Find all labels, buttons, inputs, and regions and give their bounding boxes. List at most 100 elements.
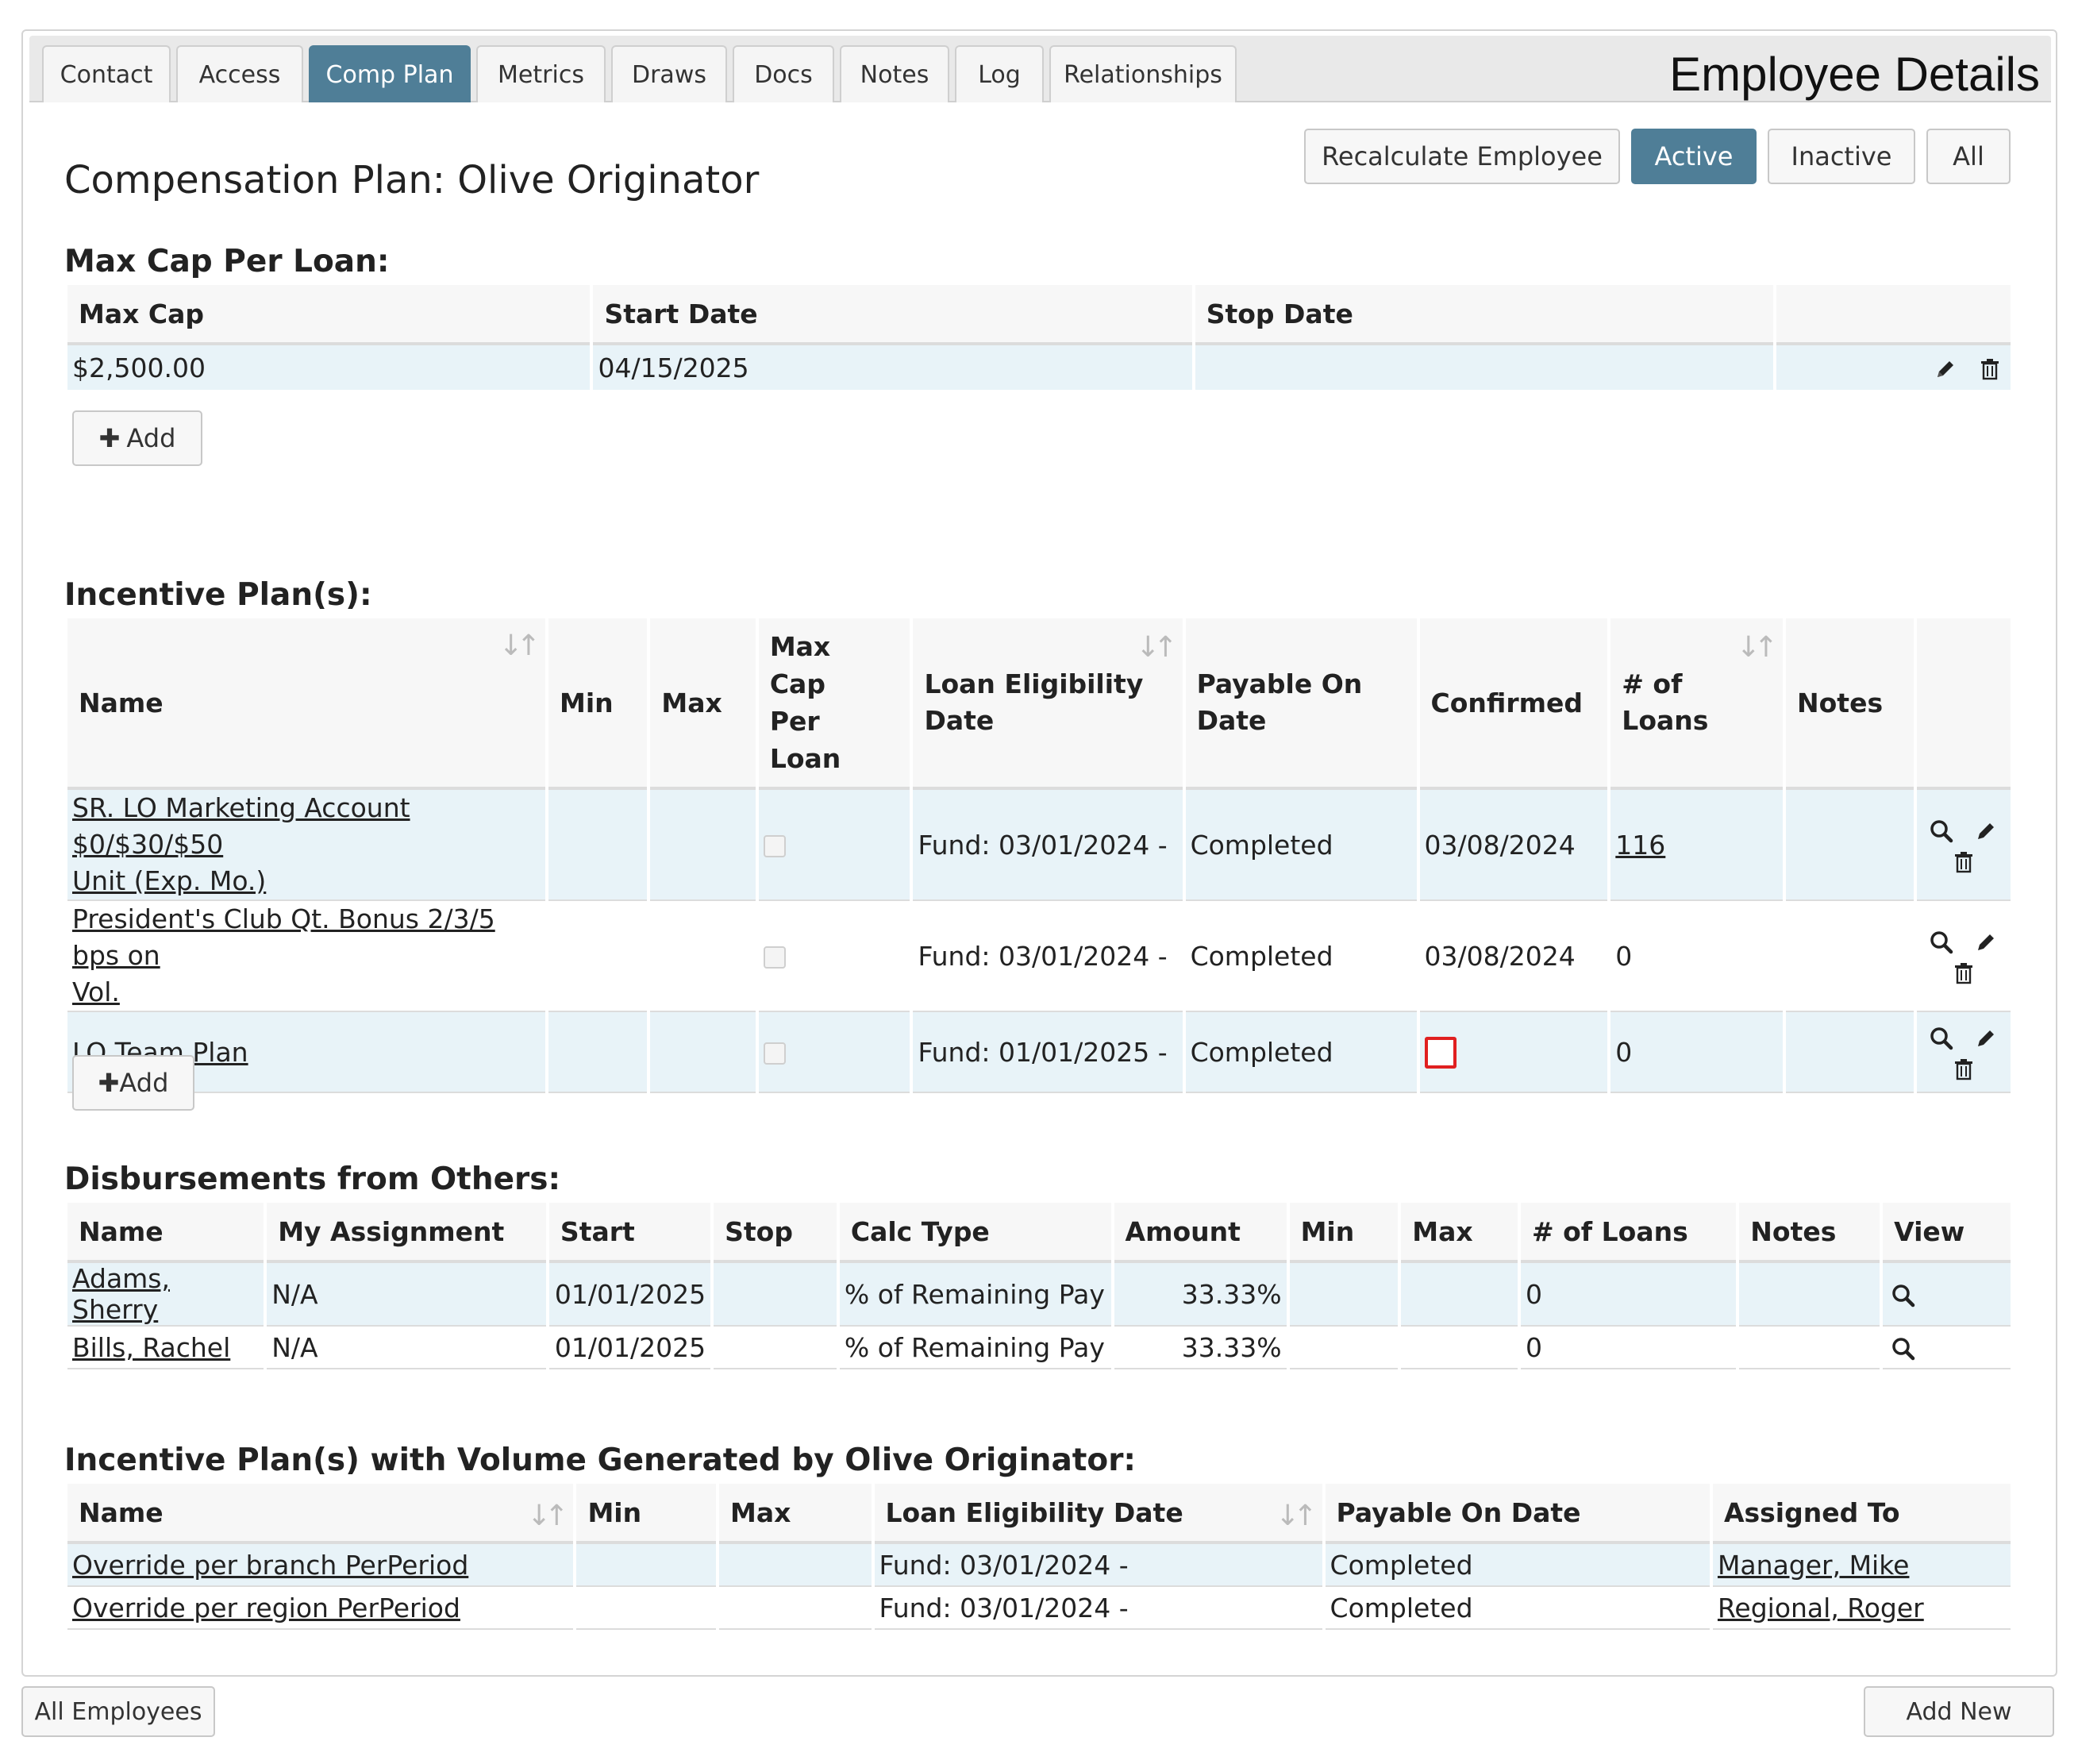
- filter-all-button[interactable]: All: [1926, 129, 2011, 184]
- max-cap-checkbox[interactable]: [763, 1042, 786, 1065]
- sort-icon[interactable]: ↓↑: [1736, 631, 1778, 664]
- plan-name-link[interactable]: President's Club Qt. Bonus 2/3/5 bps on V…: [72, 903, 495, 1007]
- magnifier-icon[interactable]: [1891, 1336, 1916, 1362]
- min-cell: [548, 901, 648, 1012]
- col-notes: Notes: [1786, 618, 1914, 790]
- add-max-cap-button[interactable]: ✚ Add: [72, 410, 202, 466]
- col-num-loans: # of Loans ↓↑: [1610, 618, 1784, 790]
- filter-active-button[interactable]: Active: [1631, 129, 1757, 184]
- max-cap-checkbox[interactable]: [763, 946, 786, 969]
- pencil-icon[interactable]: [1973, 930, 1999, 955]
- plan-name-link[interactable]: SR. LO Marketing Account $0/$30/$50 Unit …: [72, 792, 410, 896]
- volume-table: Name ↓↑ Min Max Loan Eligibility Date ↓↑…: [64, 1484, 2014, 1630]
- col-loan-eligibility-date: Loan Eligibility Date ↓↑: [913, 618, 1183, 790]
- stop-cell: [714, 1263, 837, 1327]
- min-cell: [576, 1587, 716, 1630]
- name-cell: Override per region PerPeriod: [67, 1587, 574, 1630]
- tab-access[interactable]: Access: [176, 45, 303, 102]
- magnifier-icon[interactable]: [1929, 1026, 1954, 1051]
- add-new-button[interactable]: Add New: [1864, 1686, 2054, 1737]
- pencil-icon[interactable]: [1973, 818, 1999, 844]
- tab-comp-plan[interactable]: Comp Plan: [309, 45, 471, 102]
- col-min: Min: [576, 1484, 716, 1544]
- add-label: Add: [126, 423, 176, 453]
- tab-relationships[interactable]: Relationships: [1049, 45, 1237, 102]
- loan-eligibility-cell: Fund: 03/01/2024 -: [913, 790, 1183, 901]
- col-assigned-to: Assigned To: [1712, 1484, 2011, 1544]
- table-row: SR. LO Marketing Account $0/$30/$50 Unit …: [67, 790, 2011, 901]
- num-loans-cell: 0: [1520, 1263, 1737, 1327]
- confirmed-cell: [1419, 1012, 1608, 1093]
- trash-icon[interactable]: [1977, 356, 2003, 382]
- trash-icon[interactable]: [1951, 1057, 1976, 1082]
- magnifier-icon[interactable]: [1929, 818, 1954, 844]
- col-min: Min: [1289, 1203, 1399, 1263]
- max-cell: [650, 1012, 756, 1093]
- col-stop: Stop: [714, 1203, 837, 1263]
- add-incentive-plan-button[interactable]: ✚ Add: [72, 1055, 194, 1111]
- tab-log[interactable]: Log: [955, 45, 1044, 102]
- confirmed-cell: 03/08/2024: [1419, 790, 1608, 901]
- col-max-cap: Max Cap: [67, 285, 591, 345]
- plan-name-link[interactable]: Override per branch PerPeriod: [72, 1549, 469, 1581]
- employee-link[interactable]: Adams, Sherry: [72, 1263, 170, 1325]
- notes-cell: [1786, 901, 1914, 1012]
- payable-on-cell: Completed: [1185, 790, 1417, 901]
- disbursements-table: Name My Assignment Start Stop Calc Type …: [64, 1203, 2014, 1369]
- max-cell: [650, 790, 756, 901]
- magnifier-icon[interactable]: [1929, 930, 1954, 955]
- sort-icon[interactable]: ↓↑: [527, 1500, 568, 1532]
- sort-icon[interactable]: ↓↑: [498, 630, 541, 662]
- plan-name-cell: President's Club Qt. Bonus 2/3/5 bps on V…: [67, 901, 545, 1012]
- num-loans-cell: 0: [1610, 1012, 1784, 1093]
- col-confirmed: Confirmed: [1419, 618, 1608, 790]
- max-cell: [1401, 1263, 1518, 1327]
- col-payable-on-date: Payable On Date: [1325, 1484, 1710, 1544]
- col-loan-eligibility-date: Loan Eligibility Date ↓↑: [874, 1484, 1322, 1544]
- num-loans-cell: 0: [1520, 1327, 1737, 1369]
- trash-icon[interactable]: [1951, 961, 1976, 986]
- min-cell: [1289, 1327, 1399, 1369]
- col-max: Max: [1401, 1203, 1518, 1263]
- table-row: Bills, Rachel N/A 01/01/2025 % of Remain…: [67, 1327, 2011, 1369]
- tab-notes[interactable]: Notes: [840, 45, 949, 102]
- tab-contact[interactable]: Contact: [42, 45, 171, 102]
- assigned-to-link[interactable]: Manager, Mike: [1717, 1549, 1910, 1581]
- tab-draws[interactable]: Draws: [611, 45, 727, 102]
- assigned-to-link[interactable]: Regional, Roger: [1717, 1592, 1924, 1623]
- pencil-icon[interactable]: [1933, 356, 1958, 382]
- loan-eligibility-cell: Fund: 01/01/2025 -: [913, 1012, 1183, 1093]
- filter-inactive-button[interactable]: Inactive: [1768, 129, 1915, 184]
- num-loans-link[interactable]: 116: [1615, 829, 1666, 861]
- tab-docs[interactable]: Docs: [733, 45, 834, 102]
- row-actions: [1776, 345, 2011, 390]
- recalculate-employee-button[interactable]: Recalculate Employee: [1304, 129, 1620, 184]
- sort-icon[interactable]: ↓↑: [1136, 631, 1177, 664]
- assignment-cell: N/A: [267, 1263, 546, 1327]
- col-amount: Amount: [1114, 1203, 1287, 1263]
- trash-icon[interactable]: [1951, 849, 1976, 875]
- plus-icon: ✚: [98, 1068, 120, 1098]
- max-cell: [719, 1587, 872, 1630]
- col-name: Name ↓↑: [67, 618, 545, 790]
- stop-cell: [714, 1327, 837, 1369]
- min-cell: [1289, 1263, 1399, 1327]
- min-cell: [548, 1012, 648, 1093]
- plan-name-link[interactable]: Override per region PerPeriod: [72, 1592, 460, 1623]
- max-cap-cell: [758, 901, 910, 1012]
- max-cell: [1401, 1327, 1518, 1369]
- employee-link[interactable]: Bills, Rachel: [72, 1331, 231, 1363]
- max-cap-checkbox[interactable]: [763, 835, 786, 857]
- page-header-title: Employee Details: [1669, 48, 2040, 101]
- col-name: Name: [67, 1203, 264, 1263]
- magnifier-icon[interactable]: [1891, 1283, 1916, 1308]
- tab-metrics[interactable]: Metrics: [476, 45, 606, 102]
- volume-section-title: Incentive Plan(s) with Volume Generated …: [64, 1442, 1137, 1478]
- col-min: Min: [548, 618, 648, 790]
- all-employees-button[interactable]: All Employees: [21, 1686, 215, 1737]
- confirmed-checkbox[interactable]: [1424, 1036, 1457, 1069]
- payable-on-cell: Completed: [1185, 1012, 1417, 1093]
- loan-eligibility-cell: Fund: 03/01/2024 -: [874, 1587, 1322, 1630]
- pencil-icon[interactable]: [1973, 1026, 1999, 1051]
- sort-icon[interactable]: ↓↑: [1276, 1500, 1317, 1532]
